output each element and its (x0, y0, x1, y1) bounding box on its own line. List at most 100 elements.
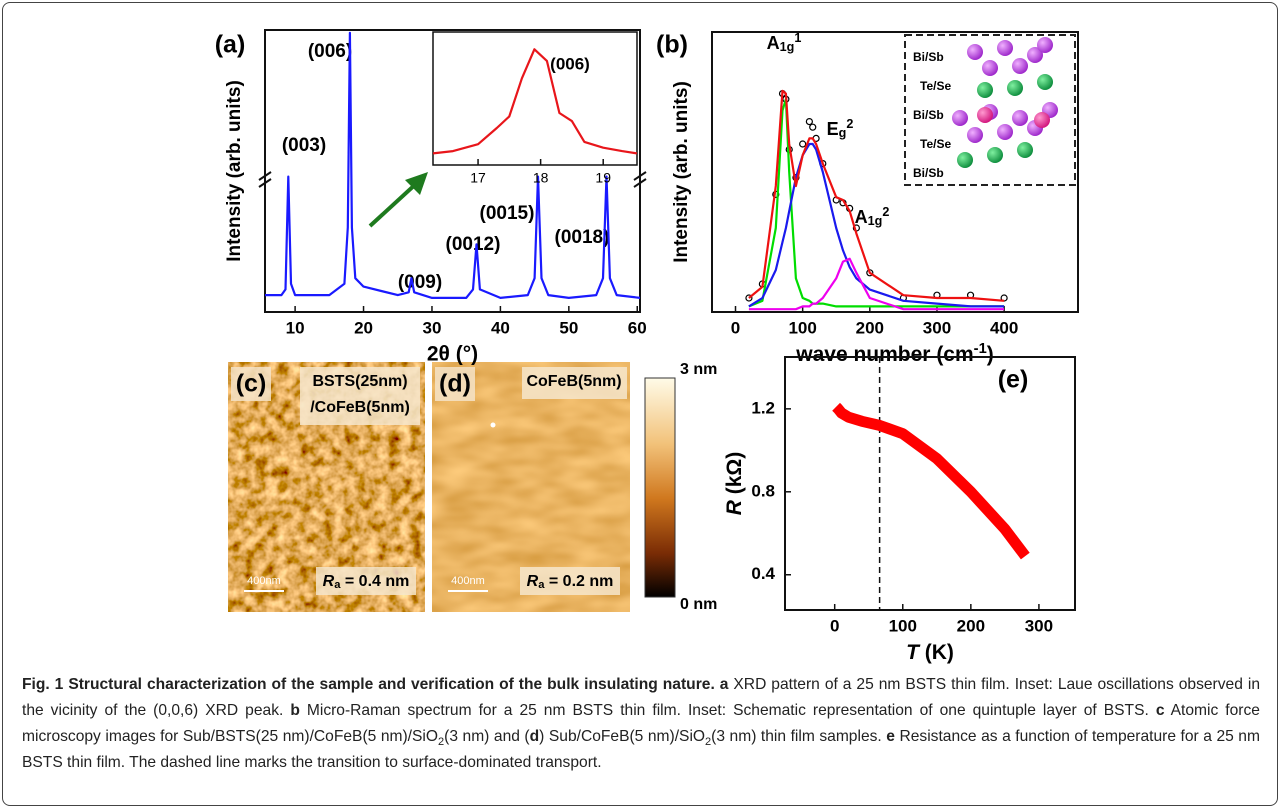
arrow (368, 180, 420, 228)
panel-label: (d) (439, 370, 471, 398)
caption: Fig. 1 Structural characterization of th… (22, 672, 1260, 776)
x-axis-label: T (K) (906, 641, 954, 664)
caption-text: e (886, 728, 895, 745)
label-bg (231, 367, 271, 401)
colorbar-label: 0 nm (680, 596, 717, 613)
caption-text: a (719, 676, 729, 693)
data-line (748, 142, 1005, 308)
atom (1037, 74, 1053, 90)
panel-label: (e) (998, 366, 1029, 394)
caption-text: b (290, 702, 300, 719)
text-run: A (855, 207, 868, 227)
sample-label: BSTS(25nm) (312, 373, 407, 390)
caption-text: ) Sub/CoFeB(5 nm)/SiO (539, 728, 706, 745)
peak-label: (006) (308, 41, 352, 62)
caption-text: (3 nm) thin film samples. (711, 728, 887, 745)
atom (967, 44, 983, 60)
x-tick-label: 200 (957, 616, 985, 635)
text-run: wave number (cm (795, 343, 973, 366)
y-axis-label: R (kΩ) (723, 452, 746, 516)
axis-break (258, 171, 272, 181)
data-line (265, 31, 641, 299)
x-tick-label: 18 (533, 170, 549, 186)
atom (997, 40, 1013, 56)
text-run: T (906, 641, 921, 664)
axis-break (258, 178, 272, 188)
arrow-head (405, 172, 428, 195)
x-tick-label: 100 (889, 616, 917, 635)
caption-text: c (1155, 702, 1165, 719)
atom (1037, 37, 1053, 53)
label-bg (300, 367, 420, 425)
peak-label: (0015) (480, 203, 535, 224)
text-run: 2 (846, 117, 853, 131)
y-axis-label: Intensity (arb. units) (671, 81, 692, 263)
label-bg (316, 567, 416, 595)
x-tick-label: 40 (491, 318, 510, 337)
x-tick-label: 0 (731, 318, 740, 337)
text-run: 1g (780, 40, 795, 54)
caption-text: Micro-Raman spectrum for a 25 nm BSTS th… (299, 702, 1156, 719)
data-point (799, 140, 807, 148)
label-bg (522, 367, 627, 399)
text-run: = 0.2 nm (544, 573, 613, 590)
panel-label: (b) (656, 31, 688, 59)
x-tick-label: 60 (628, 318, 647, 337)
panel-label: (a) (215, 31, 246, 59)
x-tick-label: 17 (470, 170, 486, 186)
text-run: 1g (868, 214, 883, 228)
plot-frame (784, 356, 1076, 611)
panel-label: (c) (236, 370, 267, 398)
layer-label: Bi/Sb (913, 50, 944, 64)
scale-bar-label: 400nm (451, 575, 485, 587)
peak-label: (0018) (555, 227, 610, 248)
x-axis-label: wave number (cm-1) (795, 341, 993, 366)
peak-label: (006) (550, 54, 590, 73)
atom (952, 110, 968, 126)
peak-label: (009) (398, 272, 442, 293)
data-line (748, 89, 1005, 302)
text-run: a (538, 579, 545, 591)
data-point (1000, 294, 1008, 302)
crystal-schematic (952, 37, 1058, 168)
atom (1012, 110, 1028, 126)
x-axis-label: 2θ (°) (427, 343, 478, 366)
atom (982, 60, 998, 76)
plot-frame (711, 31, 1079, 313)
sample-label: CoFeB(5nm) (526, 373, 621, 390)
caption-text: XRD pattern of a 25 nm BSTS thin film. I… (22, 676, 1260, 719)
atom (967, 127, 983, 143)
y-tick-label: 0.8 (751, 481, 775, 500)
text-run: R (723, 499, 746, 515)
caption-text: (3 nm) and ( (444, 728, 530, 745)
data-point (745, 294, 753, 302)
colorbar-label: 3 nm (680, 361, 717, 378)
x-tick-label: 30 (423, 318, 442, 337)
sample-label: /CoFeB(5nm) (310, 399, 410, 416)
atom (957, 152, 973, 168)
layer-label: Te/Se (920, 137, 951, 151)
x-tick-label: 50 (559, 318, 578, 337)
atom (997, 124, 1013, 140)
y-axis-label: Intensity (arb. units) (224, 80, 245, 262)
x-tick-label: 200 (856, 318, 884, 337)
data-line (432, 48, 638, 155)
x-tick-label: 0 (830, 616, 839, 635)
atom (1007, 80, 1023, 96)
caption-text: 2 (438, 736, 445, 749)
scale-bar-label: 400nm (247, 575, 281, 587)
x-tick-label: 19 (595, 170, 611, 186)
data-point (805, 117, 813, 126)
layer-label: Bi/Sb (913, 108, 944, 122)
text-run: R (527, 573, 539, 590)
caption-text: Atomic force microscopy images for Sub/B… (22, 702, 1260, 745)
atom (1027, 47, 1043, 63)
x-tick-label: 400 (990, 318, 1018, 337)
caption-text: Resistance as a function of temperature … (22, 728, 1260, 771)
data-point (809, 123, 817, 131)
peak-label: A1g1 (767, 31, 802, 53)
text-run: g (839, 126, 847, 140)
caption-text: Fig. 1 Structural characterization of th… (22, 676, 715, 693)
